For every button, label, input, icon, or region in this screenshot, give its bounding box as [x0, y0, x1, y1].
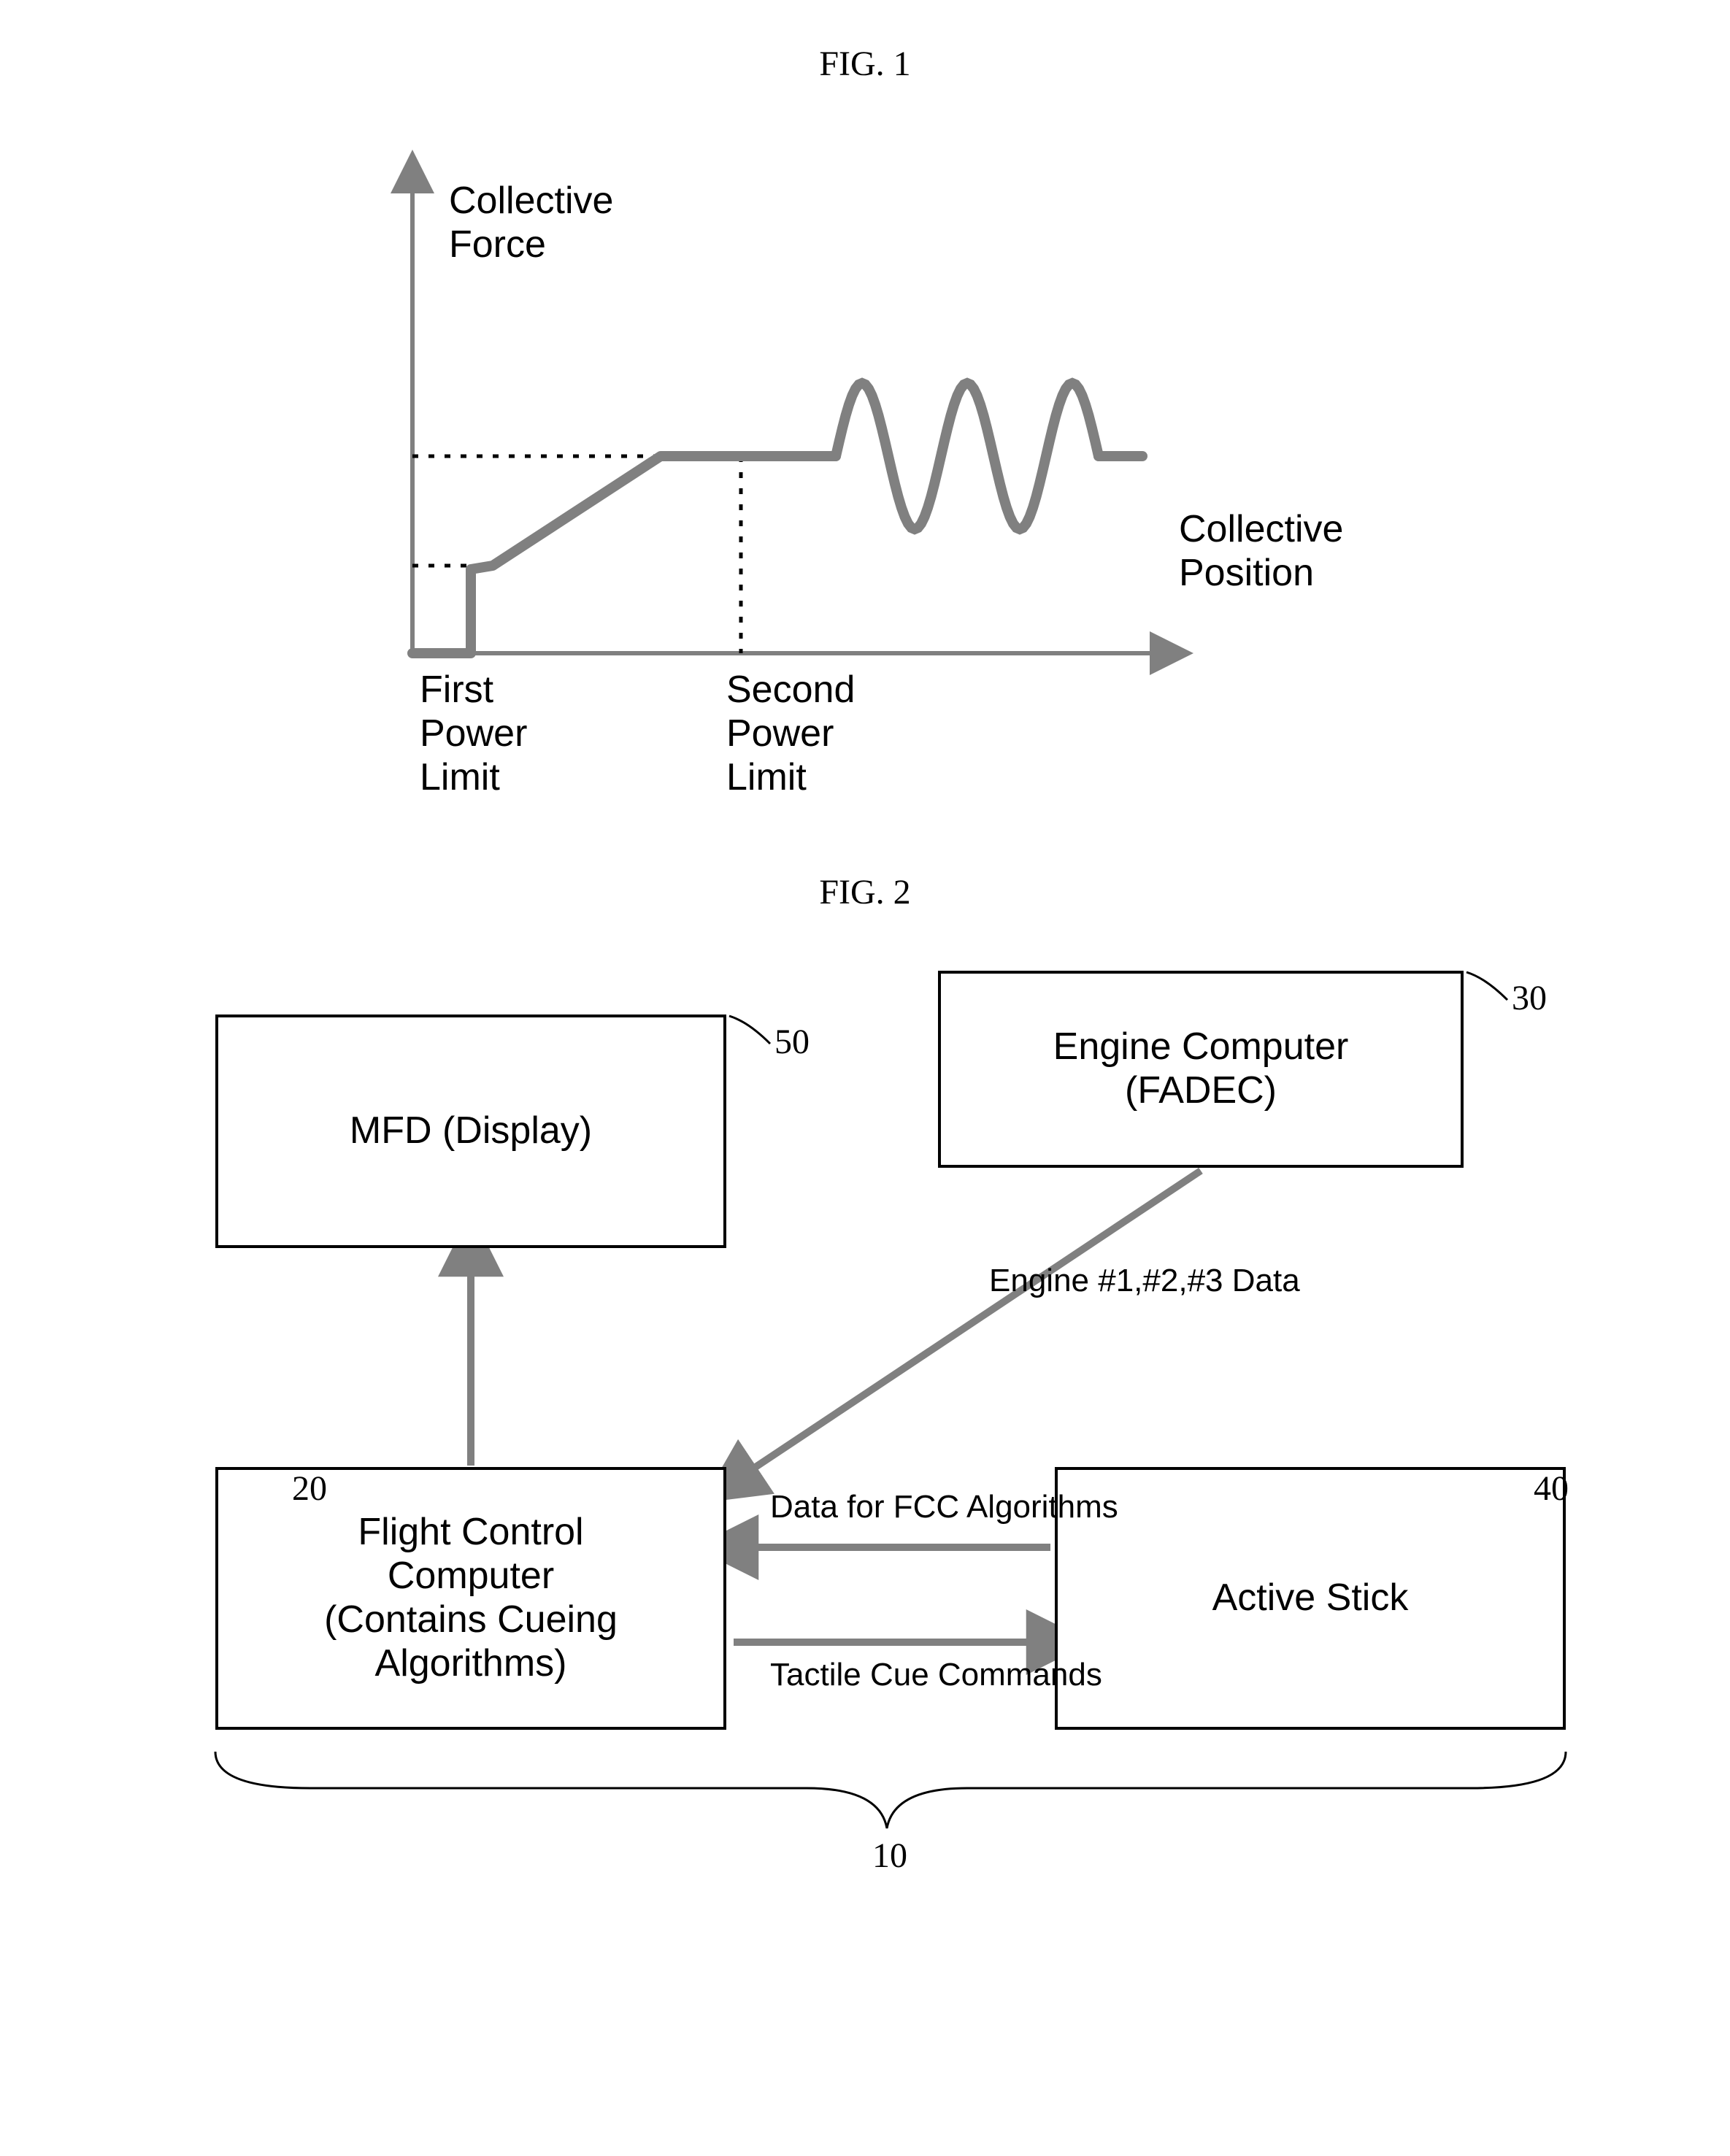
tick-second-power-limit: Second Power Limit: [726, 668, 855, 799]
box-mfd-label: MFD (Display): [350, 1109, 592, 1153]
ref-30: 30: [1512, 978, 1547, 1018]
fig2-title: FIG. 2: [29, 872, 1701, 912]
box-fadec-label: Engine Computer (FADEC): [1053, 1025, 1349, 1113]
box-mfd: MFD (Display): [215, 1015, 726, 1248]
box-fadec: Engine Computer (FADEC): [938, 971, 1464, 1168]
ref-20: 20: [292, 1468, 327, 1509]
label-fcc-to-stick: Tactile Cue Commands: [770, 1657, 1102, 1693]
box-fcc-label: Flight Control Computer (Contains Cueing…: [324, 1511, 618, 1685]
ref-leader-30: [1466, 972, 1507, 1000]
ref-leader-50: [729, 1016, 770, 1044]
curve-ramp: [412, 456, 836, 653]
curve-shaker: [836, 383, 1099, 529]
x-axis-label: Collective Position: [1179, 507, 1343, 595]
y-axis-label: Collective Force: [449, 179, 613, 266]
ref-40: 40: [1534, 1468, 1569, 1509]
fig1-canvas: Collective Force Collective Position Fir…: [281, 128, 1449, 785]
arrow-fadec-to-fcc: [745, 1171, 1201, 1474]
ref-50: 50: [774, 1022, 810, 1062]
box-stick: Active Stick: [1055, 1467, 1566, 1730]
ref-10: 10: [872, 1836, 907, 1876]
tick-first-power-limit: First Power Limit: [420, 668, 527, 799]
box-stick-label: Active Stick: [1212, 1576, 1409, 1620]
figure-1: FIG. 1 Collective Force Collective Pos: [29, 44, 1701, 785]
figure-2: FIG. 2 MFD (Display): [29, 872, 1701, 1905]
system-brace: [215, 1752, 1566, 1828]
fig2-canvas: MFD (Display) Engine Computer (FADEC) Fl…: [135, 956, 1595, 1905]
label-fadec-to-fcc: Engine #1,#2,#3 Data: [989, 1263, 1300, 1299]
fig1-title: FIG. 1: [29, 44, 1701, 84]
label-stick-to-fcc: Data for FCC Algorithms: [770, 1489, 1118, 1525]
